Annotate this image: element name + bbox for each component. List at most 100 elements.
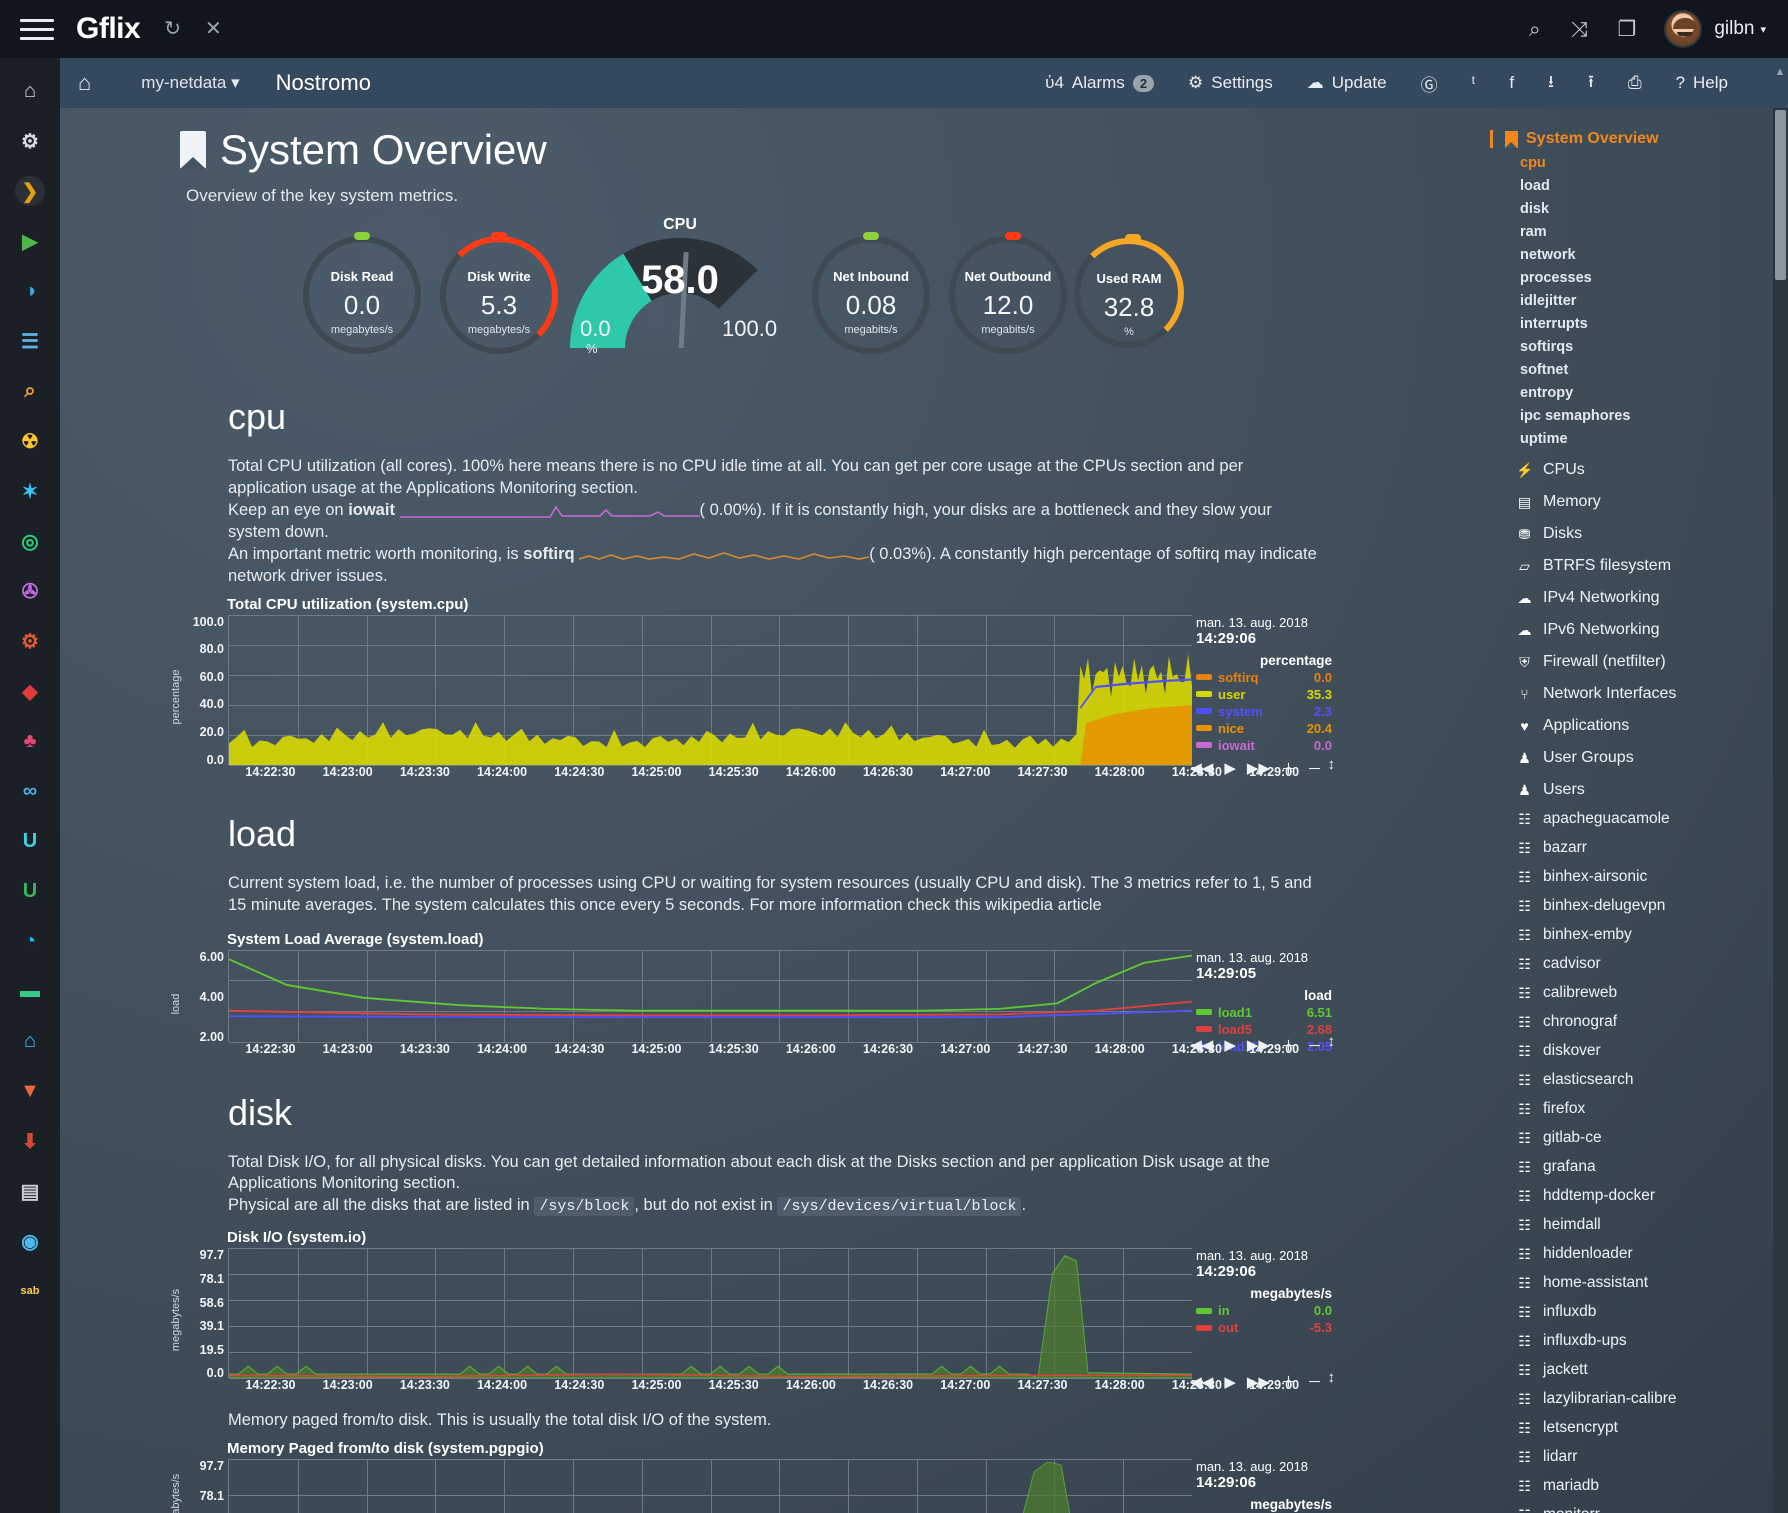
rightnav-sub-softnet[interactable]: softnet [1520, 362, 1569, 378]
disk-io-chart-block[interactable]: Disk I/O (system.io) 97.7 78.1 58.6 39.1 19.… [170, 1229, 1335, 1396]
rail-item-airsonic[interactable]: ☰ [0, 316, 60, 366]
rail-item-lazylibrarian[interactable]: ▤ [0, 1166, 60, 1216]
rightnav-app-binhex-delugevpn[interactable]: ☷ binhex-delugevpn [1490, 897, 1773, 915]
rightnav-app-heimdall[interactable]: ☷ heimdall [1490, 1216, 1773, 1234]
forward-button[interactable]: ▶▶ [1246, 760, 1270, 778]
rail-item-tautulli[interactable]: ◑ [0, 266, 60, 316]
rightnav-app-bazarr[interactable]: ☷ bazarr [1490, 839, 1773, 857]
legend-row[interactable]: load15 2.05 [1196, 1039, 1332, 1054]
rightnav-app-chronograf[interactable]: ☷ chronograf [1490, 1013, 1773, 1031]
rightnav-sub-idlejitter[interactable]: idlejitter [1520, 293, 1577, 309]
rail-item-emby[interactable]: ▶ [0, 216, 60, 266]
load-chart-block[interactable]: System Load Average (system.load) 6.00 4.… [170, 931, 1335, 1060]
rightnav-section-user-groups[interactable]: ♟ User Groups [1490, 749, 1773, 767]
rightnav-sub-ram[interactable]: ram [1520, 224, 1547, 240]
legend-row[interactable]: user 35.3 [1196, 687, 1332, 702]
rightnav-sub-entropy[interactable]: entropy [1520, 385, 1574, 401]
nd-action-help[interactable]: ? Help [1676, 73, 1728, 93]
rail-item-home-assistant[interactable]: ⌂ [0, 1016, 60, 1066]
nd-action-print[interactable]: ⎙ [1628, 73, 1642, 93]
cpu-chart-controls[interactable]: ◀◀ ▶ ▶▶ ＋－ [1190, 758, 1322, 779]
pgpgio-chart-block[interactable]: Memory Paged from/to disk (system.pgpgio… [170, 1440, 1332, 1513]
scroll-up-arrow-icon[interactable]: ▲ [1774, 66, 1786, 78]
rewind-button[interactable]: ◀◀ [1190, 760, 1214, 778]
rewind-button[interactable]: ◀◀ [1190, 1373, 1214, 1391]
rail-item-jackett[interactable]: ⚙ [0, 616, 60, 666]
rightnav-section-firewall-netfilter[interactable]: ⛨ Firewall (netfilter) [1490, 653, 1773, 671]
disk-io-chart-area[interactable]: 97.7 78.1 58.6 39.1 19.5 0.0 megabytes/s man.… [170, 1248, 1332, 1380]
cpu-chart-area[interactable]: 100.0 80.0 60.0 40.0 20.0 0.0 percentage man.… [170, 614, 1332, 767]
legend-row[interactable]: softirq 0.0 [1196, 670, 1332, 685]
rail-item-nzbget[interactable]: ⬇ [0, 1116, 60, 1166]
rightnav-app-diskover[interactable]: ☷ diskover [1490, 1042, 1773, 1060]
rightnav-app-influxdb[interactable]: ☷ influxdb [1490, 1303, 1773, 1321]
close-icon[interactable]: ✕ [204, 18, 222, 40]
rightnav-app-calibreweb[interactable]: ☷ calibreweb [1490, 984, 1773, 1002]
page-scrollbar[interactable] [1773, 108, 1788, 1513]
gauge-used-ram[interactable]: Used RAM 32.8% [1074, 234, 1184, 348]
nd-action-alarms[interactable]: ὑ4 Alarms 2 [1045, 73, 1155, 93]
rightnav-app-lidarr[interactable]: ☷ lidarr [1490, 1448, 1773, 1466]
play-button[interactable]: ▶ [1224, 760, 1236, 778]
play-button[interactable]: ▶ [1224, 1373, 1236, 1391]
rightnav-sub-uptime[interactable]: uptime [1520, 431, 1568, 447]
gauge-net-outbound[interactable]: Net Outbound 12.0 megabits/s [949, 232, 1067, 354]
rightnav-section-ipv4-networking[interactable]: ☁ IPv4 Networking [1490, 589, 1773, 607]
cast-icon[interactable]: ❐ [1617, 17, 1637, 41]
rail-item-radarr[interactable]: ☢ [0, 416, 60, 466]
nd-action-github[interactable]: Ⓖ [1421, 71, 1438, 96]
rail-item-unifi[interactable]: U [0, 866, 60, 916]
play-button[interactable]: ▶ [1224, 1037, 1236, 1054]
zoom-out-button[interactable]: － [1306, 1374, 1322, 1392]
rightnav-app-elasticsearch[interactable]: ☷ elasticsearch [1490, 1071, 1773, 1089]
rail-item-sabnzbd[interactable]: sab [0, 1266, 60, 1316]
cpu-chart-block[interactable]: Total CPU utilization (system.cpu) 100.0… [170, 596, 1335, 783]
legend-row[interactable]: load5 2.68 [1196, 1022, 1332, 1037]
zoom-in-button[interactable]: ＋ [1280, 1374, 1296, 1392]
gauge-disk-read[interactable]: Disk Read 0.0 megabytes/s [303, 232, 421, 354]
rightnav-app-firefox[interactable]: ☷ firefox [1490, 1100, 1773, 1118]
rightnav-app-mariadb[interactable]: ☷ mariadb [1490, 1477, 1773, 1495]
rightnav-app-hddtemp-docker[interactable]: ☷ hddtemp-docker [1490, 1187, 1773, 1205]
rightnav-sub-load[interactable]: load [1520, 178, 1550, 194]
rightnav-sub-ipc-semaphores[interactable]: ipc semaphores [1520, 408, 1631, 424]
rail-item-search[interactable]: ⌕ [0, 366, 60, 416]
forward-button[interactable]: ▶▶ [1246, 1373, 1270, 1391]
nd-action-import[interactable]: ⭳ [1548, 69, 1554, 98]
gauge-disk-write[interactable]: Disk Write 5.3 megabytes/s [440, 232, 558, 354]
rail-item-sonarr[interactable]: ✶ [0, 466, 60, 516]
rightnav-sub-softirqs[interactable]: softirqs [1520, 339, 1574, 355]
rightnav-app-lazylibrarian-calibre[interactable]: ☷ lazylibrarian-calibre [1490, 1390, 1773, 1408]
rail-item-lidarr[interactable]: ◎ [0, 516, 60, 566]
rail-item-home[interactable]: ⌂ [0, 66, 60, 116]
rail-item-bazarr[interactable]: ✇ [0, 566, 60, 616]
rightnav-header[interactable]: System Overview [1490, 130, 1773, 148]
rail-item-portainer[interactable]: ◔ [0, 916, 60, 966]
rightnav-app-influxdb-ups[interactable]: ☷ influxdb-ups [1490, 1332, 1773, 1350]
search-icon[interactable]: ⌕ [1528, 17, 1541, 41]
zoom-out-button[interactable]: － [1306, 760, 1322, 778]
hamburger-menu-icon[interactable] [20, 12, 54, 46]
cpu-chart-resize-handle[interactable]: ↕ [1327, 755, 1336, 773]
nd-action-twitter[interactable]: ᵗ [1472, 73, 1476, 93]
nd-action-update[interactable]: ☁ Update [1307, 73, 1387, 93]
zoom-in-button[interactable]: ＋ [1280, 1037, 1296, 1055]
disk-io-chart-resize-handle[interactable]: ↕ [1327, 1369, 1336, 1387]
rewind-button[interactable]: ◀◀ [1190, 1037, 1214, 1054]
legend-row[interactable]: in 0.0 [1196, 1303, 1332, 1318]
rightnav-sub-network[interactable]: network [1520, 247, 1576, 263]
legend-row[interactable]: load1 6.51 [1196, 1005, 1332, 1020]
zoom-out-button[interactable]: － [1306, 1037, 1322, 1055]
rightnav-section-disks[interactable]: ⛃ Disks [1490, 525, 1773, 543]
rightnav-app-cadvisor[interactable]: ☷ cadvisor [1490, 955, 1773, 973]
load-chart-resize-handle[interactable]: ↕ [1327, 1032, 1336, 1050]
rail-item-netdata[interactable]: ▬ [0, 966, 60, 1016]
pgpgio-chart-plot[interactable] [228, 1459, 1192, 1513]
nd-action-export[interactable]: ⭱ [1588, 69, 1594, 98]
rightnav-app-jackett[interactable]: ☷ jackett [1490, 1361, 1773, 1379]
rightnav-app-monitorr[interactable]: ☷ monitorr [1490, 1506, 1773, 1513]
rightnav-section-memory[interactable]: ▤ Memory [1490, 493, 1773, 511]
rightnav-section-users[interactable]: ♟ Users [1490, 781, 1773, 799]
load-chart-area[interactable]: 6.00 4.00 2.00 load man. 13. aug. 2018 14:2… [170, 949, 1332, 1054]
rightnav-app-letsencrypt[interactable]: ☷ letsencrypt [1490, 1419, 1773, 1437]
